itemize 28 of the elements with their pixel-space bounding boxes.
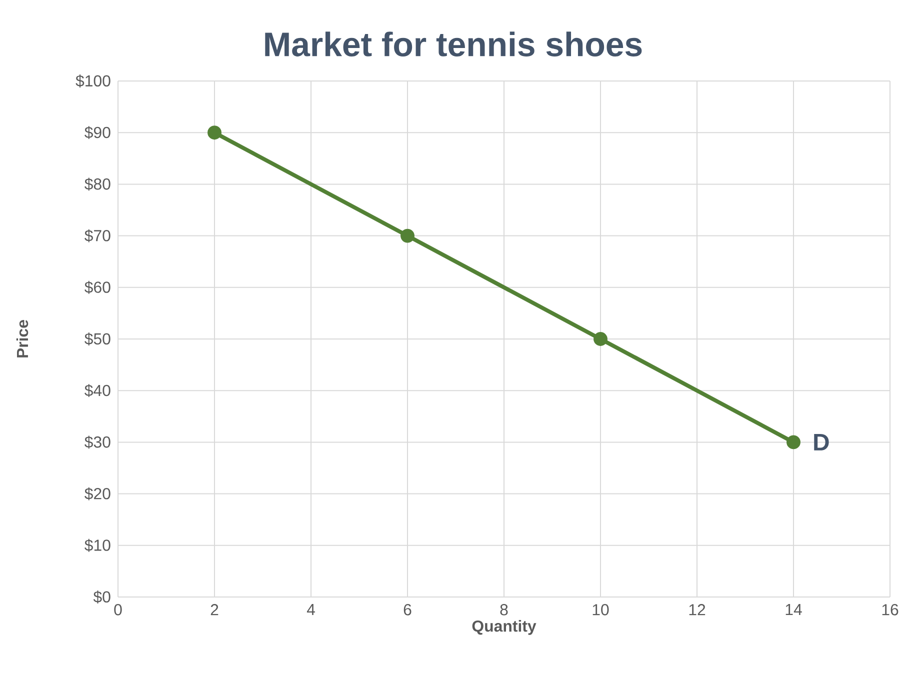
x-axis-title: Quantity [472, 620, 536, 635]
x-tick-label: 2 [210, 604, 218, 616]
series-label: D [814, 434, 829, 450]
y-tick-label: $60 [84, 280, 110, 294]
y-tick-label: $10 [84, 538, 110, 552]
x-tick-label: 6 [404, 604, 412, 616]
x-tick-label: 16 [882, 604, 898, 616]
x-tick-label: 8 [500, 604, 508, 616]
point [594, 332, 608, 346]
y-tick-label: $50 [84, 332, 110, 346]
y-tick-label: $40 [84, 384, 110, 398]
chart-title: Market for tennis shoes [265, 32, 642, 56]
y-tick-label: $0 [93, 590, 110, 604]
y-tick-label: $70 [84, 229, 110, 242]
y-axis-title: Price [16, 320, 28, 358]
y-tick-label: $30 [84, 436, 110, 449]
x-tick-label: 14 [786, 604, 802, 616]
point [400, 228, 414, 243]
x-tick-label: 10 [592, 604, 609, 616]
x-tick-label: 4 [306, 604, 315, 616]
y-tick-label: $90 [84, 126, 110, 140]
x-tick-label: 12 [689, 604, 706, 616]
x-tick-label: 0 [114, 604, 122, 616]
point [208, 126, 222, 140]
point [786, 435, 800, 450]
y-tick-label: $80 [84, 178, 110, 191]
y-tick-label: $20 [84, 487, 110, 500]
y-tick-label: $100 [76, 74, 110, 88]
